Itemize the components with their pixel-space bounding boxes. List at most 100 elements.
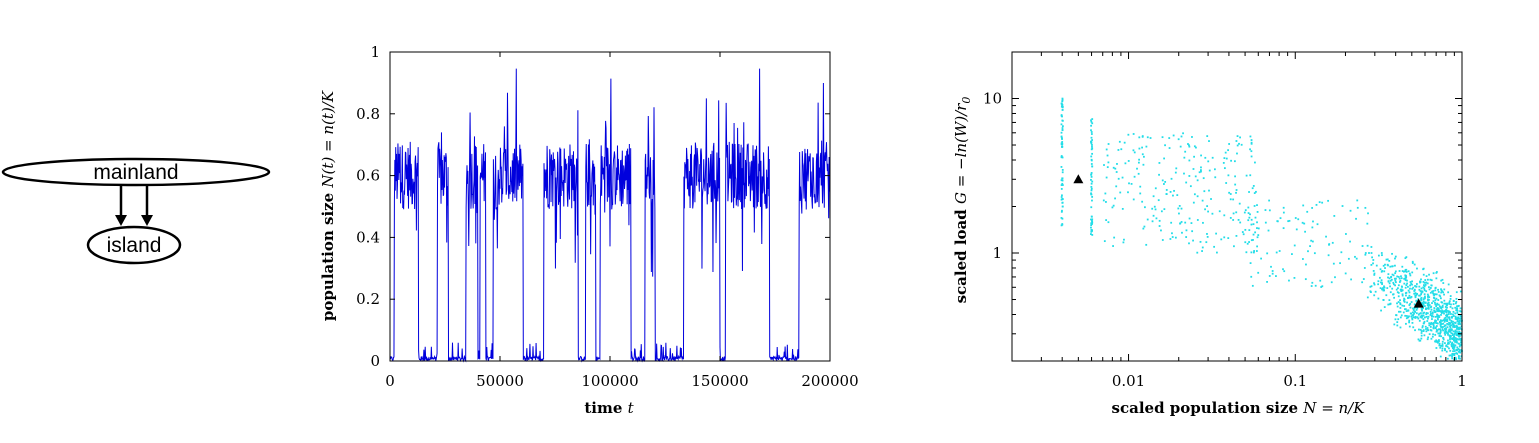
scatter-point [1458, 326, 1461, 329]
scatter-point [1061, 137, 1063, 139]
scatter-point [1455, 330, 1458, 333]
scatter-point [1449, 349, 1452, 352]
scatter-point [1447, 313, 1450, 316]
scatter-point [1248, 191, 1250, 193]
scatter-point [1433, 307, 1436, 309]
scatter-point [1246, 242, 1249, 245]
scatter-point [1449, 311, 1451, 314]
scatter-point [1460, 317, 1462, 320]
scatter-point [1455, 324, 1458, 327]
scatter-point [1176, 194, 1179, 197]
scatter-point [1438, 294, 1441, 297]
scatter-point [1432, 315, 1435, 318]
scatter-point [1442, 311, 1444, 313]
scatter-point [1128, 182, 1130, 185]
scatter-point [1401, 286, 1403, 288]
scatter-point [1114, 197, 1116, 200]
scatter-point [1426, 327, 1429, 329]
scatter-point [1439, 329, 1442, 332]
scatter-point [1425, 315, 1428, 318]
scatter-point [1425, 275, 1428, 278]
scatter-point [1456, 307, 1458, 310]
scatter-point [1395, 314, 1398, 317]
scatter-point [1404, 270, 1407, 273]
scatter-point [1184, 221, 1187, 224]
scatter-point [1442, 282, 1445, 284]
scatter-point [1127, 133, 1130, 136]
scatter-point [1223, 157, 1226, 159]
scatter-point [1453, 354, 1456, 357]
scatter-point [1399, 299, 1401, 302]
scatter-point [1434, 287, 1437, 290]
scatter-point [1235, 189, 1238, 191]
scatter-point [1061, 184, 1064, 186]
scatter-point [1155, 217, 1158, 220]
scatter-point [1436, 302, 1439, 305]
scatter-point [1412, 309, 1415, 311]
scatter-point [1390, 278, 1393, 281]
scatter-point [1249, 135, 1252, 138]
scatter-point [1442, 338, 1445, 341]
scatter-point [1152, 214, 1155, 217]
timeseries-y-tick-label: 0.4 [356, 228, 380, 246]
scatter-point [1444, 333, 1447, 336]
scatter-point [1232, 219, 1235, 221]
scatter-point [1411, 271, 1414, 274]
scatter-point [1435, 305, 1438, 308]
scatter-point [1459, 338, 1462, 341]
scatter-point [1436, 315, 1439, 318]
scatter-point [1431, 302, 1433, 304]
scatter-point [1422, 273, 1425, 276]
scatter-point [1434, 333, 1437, 336]
scatter-point [1137, 161, 1140, 164]
scatter-point [1407, 270, 1410, 273]
scatter-point [1398, 277, 1401, 280]
scatter-point [1395, 288, 1398, 291]
scatter-point [1430, 279, 1433, 282]
scatter-point [1443, 293, 1445, 296]
scatter-point [1456, 320, 1459, 323]
scatter-point [1444, 316, 1447, 319]
scatter-point [1210, 198, 1212, 200]
scatter-point [1456, 327, 1459, 330]
scatter-point [1383, 285, 1385, 288]
island-node [86, 225, 182, 265]
scatter-point [1449, 324, 1452, 327]
scatter-point [1409, 274, 1412, 277]
scatter-point [1106, 154, 1109, 157]
scatter-point [1394, 279, 1397, 282]
scatter-point [1440, 291, 1443, 294]
scatter-point [1192, 239, 1194, 242]
scatter-point [1424, 325, 1427, 328]
scatter-point [1380, 252, 1383, 254]
population-series [389, 68, 831, 363]
scatter-point [1422, 312, 1425, 315]
scatter-point [1410, 282, 1413, 285]
scatter-point [1061, 125, 1064, 128]
scatter-point [1164, 181, 1167, 183]
scatter-point [1239, 221, 1242, 224]
scatter-point [1452, 350, 1454, 353]
scatter-point [1430, 284, 1433, 287]
scatter-point [1460, 315, 1462, 318]
scatter-point [1396, 291, 1399, 294]
scatter-point [1456, 310, 1459, 312]
scatter-point [1111, 206, 1114, 209]
scatter-point [1391, 265, 1393, 268]
scatter-point [1116, 163, 1118, 165]
scatter-point [1061, 194, 1063, 197]
scatter-point [1174, 236, 1177, 239]
scatter-point [1061, 127, 1064, 129]
scatter-point [1389, 279, 1392, 282]
scatter-point [1419, 328, 1422, 331]
scatter-point [1459, 307, 1462, 310]
scatter-point [1091, 234, 1094, 236]
scatter-point [1439, 332, 1442, 335]
scatter-point [1382, 264, 1385, 267]
scatter-point [1370, 291, 1372, 294]
scatter-point [1420, 299, 1423, 302]
scatter-point [1397, 318, 1400, 321]
scatter-point [1423, 297, 1426, 300]
scatter-point [1394, 270, 1397, 273]
scatter-x-tick-label: 1 [1457, 372, 1467, 390]
